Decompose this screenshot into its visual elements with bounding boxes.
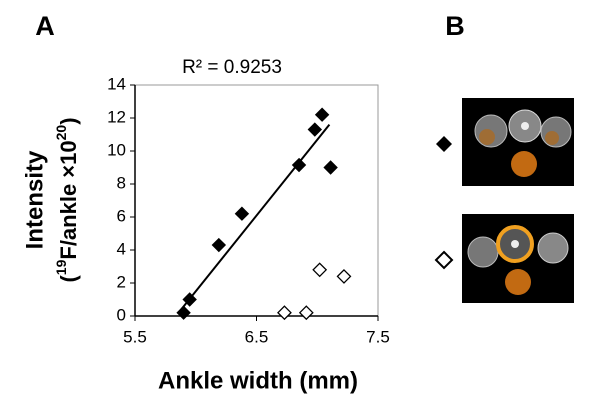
- point: [176, 305, 191, 320]
- point: [291, 157, 307, 173]
- marker-key: [436, 136, 452, 152]
- x-tick-label: 6.5: [245, 327, 269, 346]
- point: [277, 305, 292, 321]
- image-blob: [467, 236, 499, 268]
- image-blob: [479, 129, 495, 145]
- y-axis-label: Intensity: [21, 150, 48, 249]
- point: [312, 262, 328, 278]
- y-label-superscript: 19: [53, 259, 69, 275]
- y-tick-label: 2: [117, 272, 126, 291]
- image-panel: [434, 98, 574, 303]
- y-tick-label: 6: [117, 206, 126, 225]
- image-blob: [545, 131, 559, 145]
- y-tick-label: 14: [107, 74, 126, 93]
- y-label-part: (: [56, 275, 81, 283]
- y-tick-label: 4: [117, 239, 126, 258]
- point: [211, 237, 227, 253]
- panel-label: B: [445, 11, 465, 41]
- point: [182, 292, 197, 307]
- panel-label: A: [35, 11, 55, 41]
- y-label-part: ): [56, 117, 81, 124]
- image-blob: [537, 232, 569, 264]
- y-tick-label: 12: [107, 107, 126, 126]
- trendline: [179, 123, 331, 312]
- point: [234, 206, 250, 221]
- y-axis-label: (19F/ankle ×1020): [53, 117, 81, 282]
- image-blob: [505, 269, 531, 295]
- point: [336, 268, 352, 284]
- y-label-superscript: 20: [53, 125, 69, 141]
- marker-key: [434, 250, 454, 270]
- annotation: R² = 0.9253: [182, 57, 282, 78]
- point: [314, 107, 330, 122]
- point: [307, 122, 323, 137]
- image-blob: [511, 240, 519, 248]
- image-blob: [521, 122, 529, 130]
- x-tick-label: 5.5: [123, 327, 147, 346]
- y-label-part: F/ankle ×10: [56, 140, 81, 259]
- y-tick-label: 8: [117, 173, 126, 192]
- x-axis-label: Ankle width (mm): [158, 367, 358, 394]
- point: [298, 305, 314, 321]
- image-blob: [511, 151, 537, 177]
- y-tick-label: 0: [117, 305, 126, 324]
- x-tick-label: 7.5: [366, 327, 390, 346]
- point: [323, 160, 338, 175]
- y-tick-label: 10: [107, 140, 126, 159]
